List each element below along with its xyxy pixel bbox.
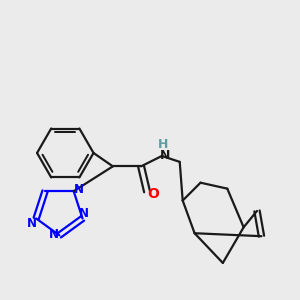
Text: N: N: [27, 217, 37, 230]
Text: N: N: [74, 183, 84, 196]
Text: H: H: [158, 138, 169, 151]
Text: O: O: [148, 187, 160, 201]
Text: N: N: [79, 207, 89, 220]
Text: N: N: [160, 149, 170, 162]
Text: N: N: [48, 228, 59, 241]
